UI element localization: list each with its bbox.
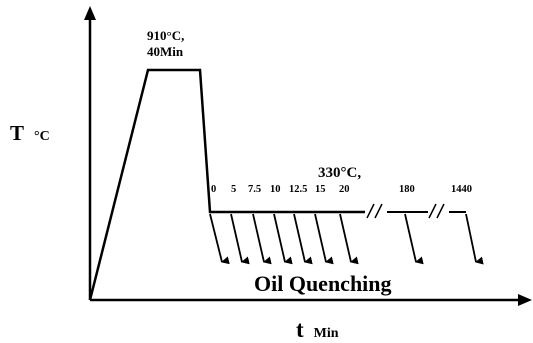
y-axis-arrowhead xyxy=(84,6,96,20)
hold-time-label: 20 xyxy=(339,184,350,195)
x-axis-unit: Min xyxy=(314,326,339,341)
quench-arrow-12.5 xyxy=(293,213,313,265)
hold-time-label: 180 xyxy=(399,184,415,195)
y-axis-unit: °C xyxy=(34,129,50,144)
hold-time-label: 0 xyxy=(211,184,216,195)
axis-break-2a xyxy=(428,203,437,219)
isothermal-temperature: 330°C, xyxy=(318,165,361,181)
quench-arrow-10 xyxy=(273,213,293,265)
axis-break-2b xyxy=(436,203,445,219)
heating-curve xyxy=(88,68,365,301)
quench-label: Oil Quenching xyxy=(254,271,392,296)
hold-time-label: 7.5 xyxy=(248,184,261,195)
quench-arrow-7.5 xyxy=(252,213,272,265)
x-axis-arrowhead xyxy=(518,294,532,306)
quench-arrow-1440 xyxy=(465,213,484,265)
quench-arrow-180 xyxy=(404,213,424,265)
axis-break-1b xyxy=(374,203,383,219)
hold-time-label: 1440 xyxy=(451,184,472,195)
y-axis-label: T °C xyxy=(10,121,50,145)
hold-time-label: 12.5 xyxy=(289,184,307,195)
x-axis-label: t Min xyxy=(296,317,339,342)
axis-break-1a xyxy=(366,203,375,219)
quench-arrows xyxy=(209,213,484,265)
hold-time-label: 15 xyxy=(315,184,326,195)
quench-arrow-0 xyxy=(209,213,230,265)
hold-time-label: 10 xyxy=(270,184,281,195)
austenitize-time: 40Min xyxy=(147,44,184,59)
quench-arrow-5 xyxy=(230,213,250,265)
hold-time-label: 5 xyxy=(231,184,236,195)
quench-arrow-15 xyxy=(314,213,334,265)
austenitize-temperature: 910°C, xyxy=(147,28,184,43)
quench-arrow-20 xyxy=(339,213,359,265)
